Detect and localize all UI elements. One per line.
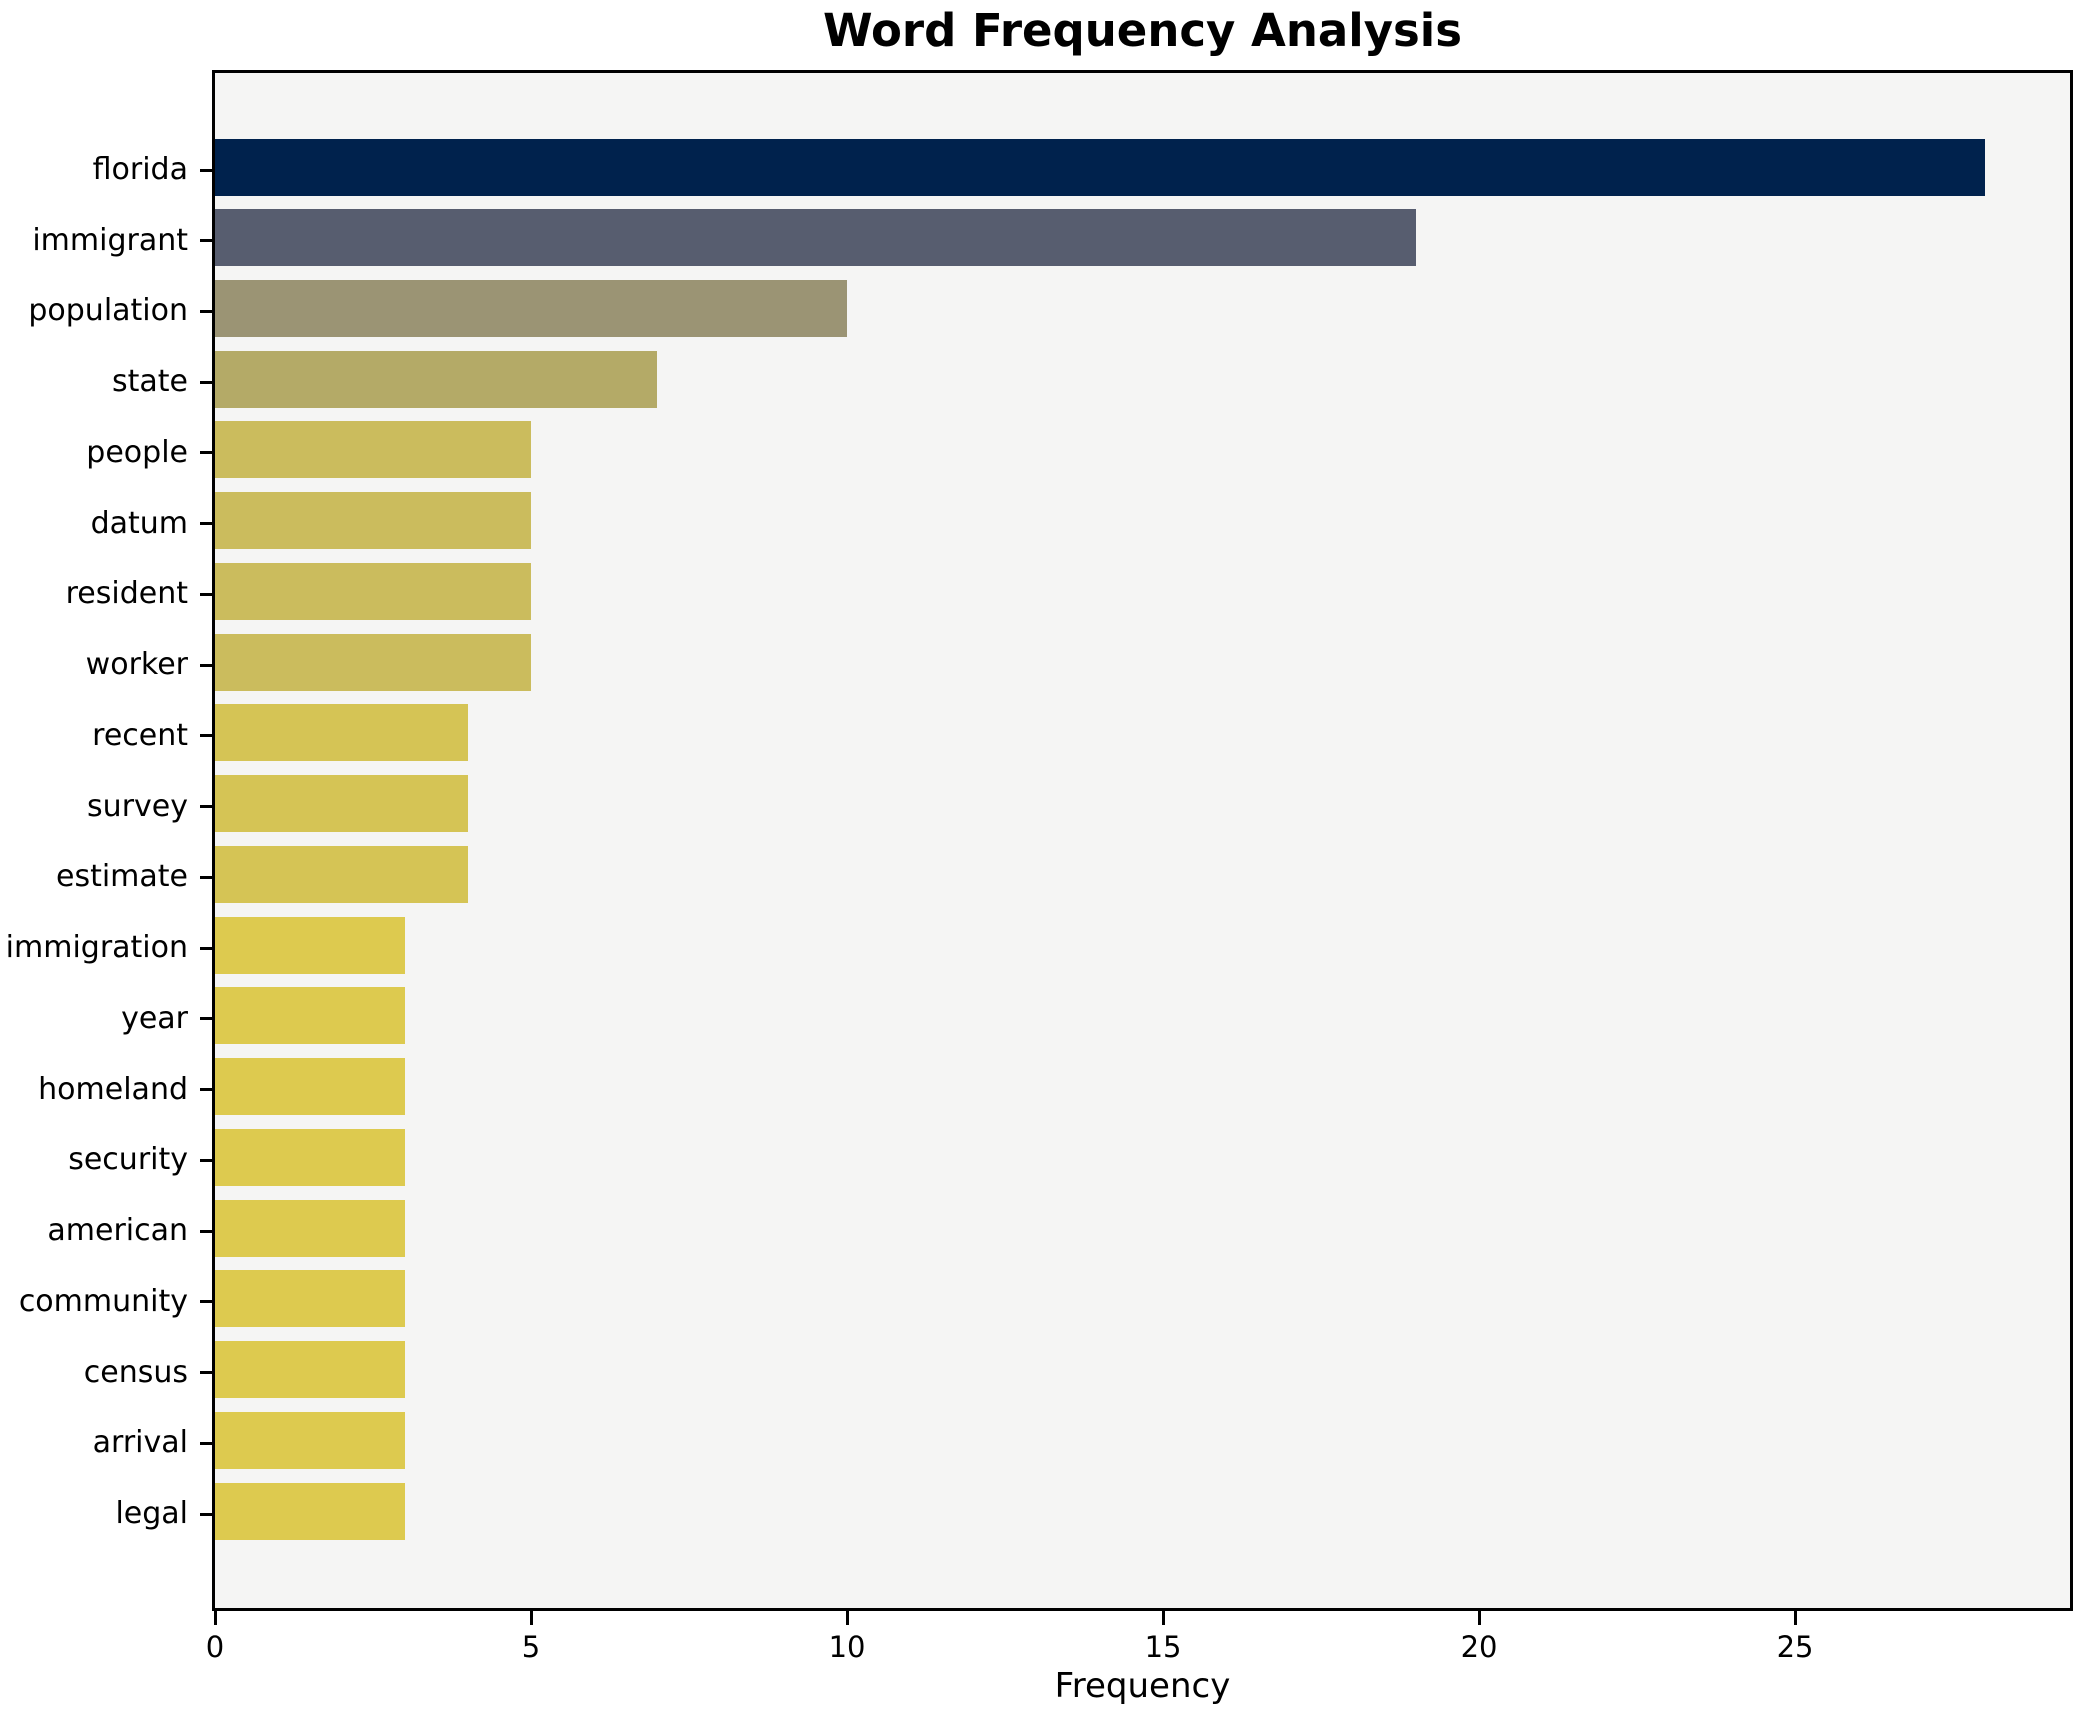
y-tick-mark-worker [200, 663, 212, 667]
y-tick-mark-american [200, 1229, 212, 1233]
x-tick-label-5: 5 [521, 1630, 541, 1664]
y-tick-label-datum: datum [90, 505, 188, 541]
y-tick-label-year: year [121, 1000, 188, 1036]
x-tick-mark-20 [1477, 1611, 1481, 1625]
bar-state [215, 350, 658, 408]
bar-american [215, 1199, 405, 1257]
bar-legal [215, 1482, 405, 1540]
y-tick-label-recent: recent [92, 717, 188, 753]
y-tick-label-florida: florida [92, 152, 188, 187]
y-tick-mark-census [200, 1371, 212, 1375]
y-tick-mark-immigration [200, 946, 212, 950]
bar-people [215, 421, 531, 479]
y-tick-label-people: people [86, 434, 188, 470]
bar-population [215, 279, 848, 337]
chart-title: Word Frequency Analysis [822, 4, 1463, 57]
bar-census [215, 1341, 405, 1399]
y-tick-mark-year [200, 1017, 212, 1021]
bar-community [215, 1270, 405, 1328]
bar-recent [215, 704, 468, 762]
y-tick-mark-homeland [200, 1088, 212, 1092]
y-tick-label-state: state [112, 364, 188, 400]
y-tick-mark-florida [200, 168, 212, 172]
x-tick-mark-15 [1161, 1611, 1165, 1625]
x-tick-mark-25 [1793, 1611, 1797, 1625]
y-tick-mark-security [200, 1158, 212, 1162]
bar-immigrant [215, 209, 1416, 267]
bar-immigration [215, 916, 405, 974]
y-axis-labels: florida immigrant population state people dat… [0, 73, 196, 1608]
y-tick-label-survey: survey [87, 788, 188, 824]
bar-worker [215, 633, 531, 691]
x-tick-label-15: 15 [1144, 1630, 1182, 1664]
y-tick-label-legal: legal [115, 1496, 188, 1531]
y-tick-mark-recent [200, 734, 212, 738]
y-tick-label-worker: worker [85, 647, 188, 683]
x-tick-label-0: 0 [205, 1630, 225, 1664]
plot-area [212, 70, 2073, 1611]
x-tick-label-25: 25 [1776, 1630, 1814, 1664]
y-tick-mark-legal [200, 1512, 212, 1516]
y-tick-mark-survey [200, 805, 212, 809]
x-axis-title: Frequency [1054, 1666, 1231, 1706]
x-tick-mark-5 [529, 1611, 533, 1625]
bar-datum [215, 492, 531, 550]
y-tick-mark-state [200, 380, 212, 384]
y-tick-mark-arrival [200, 1441, 212, 1445]
bar-resident [215, 562, 531, 620]
x-tick-mark-0 [213, 1611, 217, 1625]
y-tick-label-arrival: arrival [92, 1425, 188, 1461]
bar-survey [215, 775, 468, 833]
y-tick-mark-population [200, 309, 212, 313]
y-tick-label-immigration: immigration [5, 930, 188, 966]
bar-arrival [215, 1411, 405, 1469]
y-tick-mark-people [200, 451, 212, 455]
y-tick-label-immigrant: immigrant [32, 222, 188, 258]
y-tick-label-community: community [18, 1283, 188, 1319]
bar-security [215, 1128, 405, 1186]
y-tick-mark-datum [200, 522, 212, 526]
y-tick-label-population: population [28, 293, 188, 329]
y-tick-label-homeland: homeland [38, 1071, 188, 1107]
y-tick-label-resident: resident [65, 576, 188, 612]
y-tick-mark-estimate [200, 875, 212, 879]
bar-homeland [215, 1058, 405, 1116]
y-tick-label-security: security [68, 1142, 188, 1178]
y-tick-label-american: american [47, 1213, 188, 1249]
bar-estimate [215, 845, 468, 903]
bar-year [215, 987, 405, 1045]
x-tick-label-20: 20 [1460, 1630, 1498, 1664]
y-tick-label-estimate: estimate [55, 859, 188, 895]
y-tick-mark-community [200, 1300, 212, 1304]
x-tick-mark-10 [845, 1611, 849, 1625]
x-tick-label-10: 10 [828, 1630, 866, 1664]
y-tick-mark-immigrant [200, 239, 212, 243]
bar-florida [215, 138, 1985, 196]
y-tick-mark-resident [200, 592, 212, 596]
y-tick-label-census: census [83, 1354, 188, 1390]
